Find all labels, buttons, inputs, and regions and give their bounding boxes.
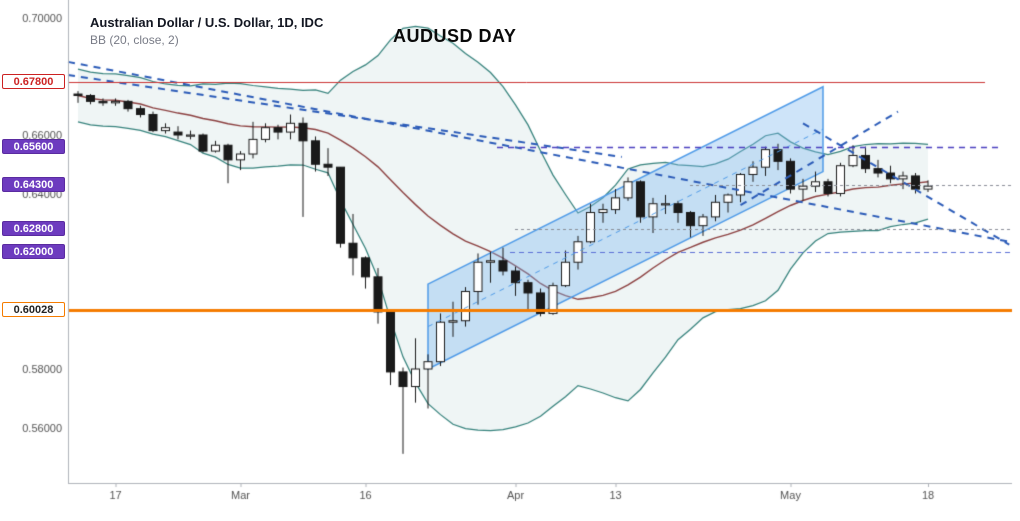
price-level-label: 0.62800 bbox=[2, 221, 65, 236]
price-level-label: 0.67800 bbox=[2, 74, 65, 89]
price-level-label: 0.65600 bbox=[2, 139, 65, 154]
price-level-label: 0.64300 bbox=[2, 177, 65, 192]
price-level-label: 0.62000 bbox=[2, 244, 65, 259]
symbol-title[interactable]: Australian Dollar / U.S. Dollar, 1D, IDC bbox=[90, 15, 324, 30]
chart-legend: Australian Dollar / U.S. Dollar, 1D, IDC… bbox=[90, 14, 323, 49]
price-level-label: 0.60028 bbox=[2, 302, 65, 317]
chart-watermark: AUDUSD DAY bbox=[393, 26, 517, 46]
indicator-label[interactable]: BB (20, close, 2) bbox=[90, 33, 179, 48]
